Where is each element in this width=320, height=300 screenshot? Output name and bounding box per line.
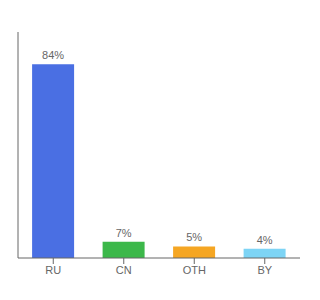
svg-text:5%: 5% xyxy=(186,231,202,243)
svg-text:7%: 7% xyxy=(116,227,132,239)
svg-text:OTH: OTH xyxy=(183,264,206,276)
svg-text:CN: CN xyxy=(116,264,132,276)
svg-text:BY: BY xyxy=(257,264,272,276)
svg-text:84%: 84% xyxy=(42,49,64,61)
svg-text:RU: RU xyxy=(45,264,61,276)
svg-text:4%: 4% xyxy=(257,234,273,246)
